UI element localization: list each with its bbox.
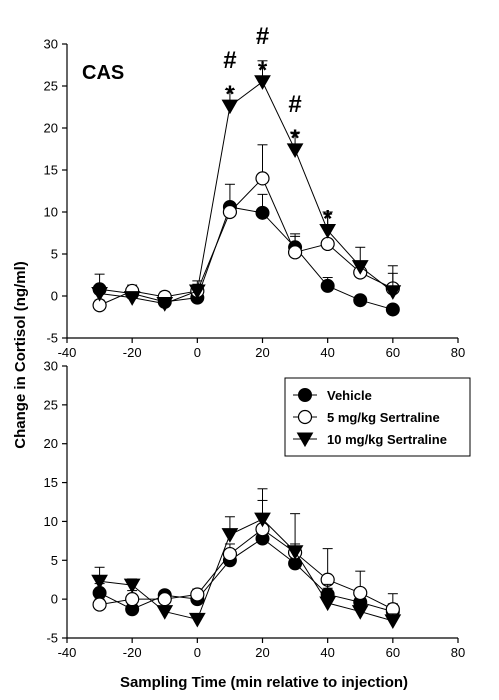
data-point bbox=[319, 223, 337, 239]
x-tick-label: 20 bbox=[255, 345, 269, 360]
y-tick-label: 30 bbox=[44, 37, 58, 52]
data-point bbox=[320, 236, 335, 252]
significance-star: * bbox=[225, 81, 235, 108]
y-tick-label: 15 bbox=[44, 163, 58, 178]
y-tick-label: 5 bbox=[51, 553, 58, 568]
panel-cas: -5 0 5 10 15 20 25 30 -40 -20 0 20 40 60 80 CAS # * # * # * * bbox=[44, 23, 466, 360]
y-axis-title: Change in Cortisol (ng/ml) bbox=[12, 261, 29, 449]
data-point bbox=[123, 291, 141, 306]
data-point bbox=[254, 512, 271, 528]
series-line bbox=[99, 177, 394, 306]
data-point bbox=[255, 171, 270, 186]
x-tick-label: -20 bbox=[123, 645, 142, 660]
significance-hash: # bbox=[223, 47, 236, 74]
y-tick-label: 10 bbox=[44, 514, 58, 529]
legend: Vehicle 5 mg/kg Sertraline 10 mg/kg Sertra… bbox=[284, 377, 471, 457]
data-point bbox=[384, 614, 402, 630]
y-tick-label: 20 bbox=[44, 436, 58, 451]
x-tick-label: 60 bbox=[386, 645, 400, 660]
data-point bbox=[286, 545, 304, 560]
data-point bbox=[157, 592, 172, 607]
y-tick-label: 0 bbox=[51, 289, 58, 304]
series-line bbox=[99, 537, 393, 613]
x-tick-label: -20 bbox=[123, 345, 142, 360]
data-point bbox=[188, 612, 206, 628]
data-point bbox=[125, 592, 140, 607]
data-point bbox=[255, 205, 270, 220]
data-point bbox=[287, 245, 303, 260]
y-tick-label: 15 bbox=[44, 475, 58, 490]
legend-label: Vehicle bbox=[327, 388, 372, 403]
x-tick-label: 0 bbox=[194, 345, 201, 360]
data-point bbox=[92, 597, 107, 612]
series-1 bbox=[92, 529, 400, 619]
x-tick-label: 40 bbox=[320, 645, 334, 660]
y-tick-label: 20 bbox=[44, 121, 58, 136]
data-point bbox=[221, 528, 239, 543]
x-tick-label: 20 bbox=[255, 645, 269, 660]
data-point bbox=[319, 596, 337, 612]
significance-hash: # bbox=[288, 91, 301, 118]
series-2 bbox=[92, 499, 400, 617]
data-point bbox=[384, 285, 402, 300]
data-point bbox=[91, 286, 108, 302]
significance-star: * bbox=[323, 205, 333, 232]
panel-bottom: -5 0 5 10 15 20 25 30 -40 -20 0 20 40 60 80 Vehicle 5 mg… bbox=[44, 359, 471, 660]
series-1 bbox=[92, 183, 400, 317]
data-point bbox=[353, 293, 368, 308]
data-point bbox=[254, 75, 271, 90]
x-tick-label: 60 bbox=[386, 345, 400, 360]
series-line bbox=[99, 206, 393, 310]
x-tick-label: 80 bbox=[451, 645, 465, 660]
data-point bbox=[221, 99, 239, 115]
data-point bbox=[156, 297, 174, 312]
data-point bbox=[385, 302, 400, 317]
x-tick-label: -40 bbox=[58, 645, 77, 660]
y-tick-label: 5 bbox=[51, 247, 58, 262]
series-line bbox=[99, 81, 394, 305]
x-tick-label: 40 bbox=[320, 345, 334, 360]
x-tick-label: 80 bbox=[451, 345, 465, 360]
data-point bbox=[222, 546, 238, 562]
series-line bbox=[99, 528, 394, 610]
data-point bbox=[123, 578, 141, 594]
series-2 bbox=[92, 144, 400, 313]
y-tick-label: -5 bbox=[46, 631, 58, 646]
significance-star: * bbox=[258, 57, 268, 84]
data-point bbox=[91, 574, 108, 590]
y-tick-label: -5 bbox=[46, 331, 58, 346]
data-point bbox=[222, 204, 238, 220]
legend-marker bbox=[298, 388, 312, 402]
legend-label: 10 mg/kg Sertraline bbox=[327, 432, 447, 447]
series-3 bbox=[91, 488, 402, 630]
x-tick-label: 0 bbox=[194, 645, 201, 660]
y-tick-label: 0 bbox=[51, 592, 58, 607]
legend-marker bbox=[296, 432, 314, 448]
y-tick-label: 25 bbox=[44, 79, 58, 94]
y-tick-label: 30 bbox=[44, 359, 58, 374]
x-axis-title: Sampling Time (min relative to injection… bbox=[120, 674, 408, 691]
data-point bbox=[188, 284, 206, 300]
y-tick-label: 25 bbox=[44, 397, 58, 412]
legend-label: 5 mg/kg Sertraline bbox=[327, 410, 440, 425]
data-point bbox=[353, 585, 368, 601]
data-point bbox=[190, 587, 205, 602]
x-tick-label: -40 bbox=[58, 345, 77, 360]
data-point bbox=[320, 278, 335, 293]
y-tick-label: 10 bbox=[44, 205, 58, 220]
data-point bbox=[286, 143, 304, 158]
legend-marker bbox=[297, 409, 313, 425]
significance-hash: # bbox=[256, 23, 269, 50]
data-point bbox=[156, 605, 174, 620]
data-point bbox=[351, 260, 369, 275]
significance-star: * bbox=[290, 125, 300, 152]
data-point bbox=[351, 605, 369, 620]
series-3 bbox=[91, 60, 402, 312]
series-line bbox=[99, 518, 393, 622]
panel-label: CAS bbox=[82, 62, 124, 84]
